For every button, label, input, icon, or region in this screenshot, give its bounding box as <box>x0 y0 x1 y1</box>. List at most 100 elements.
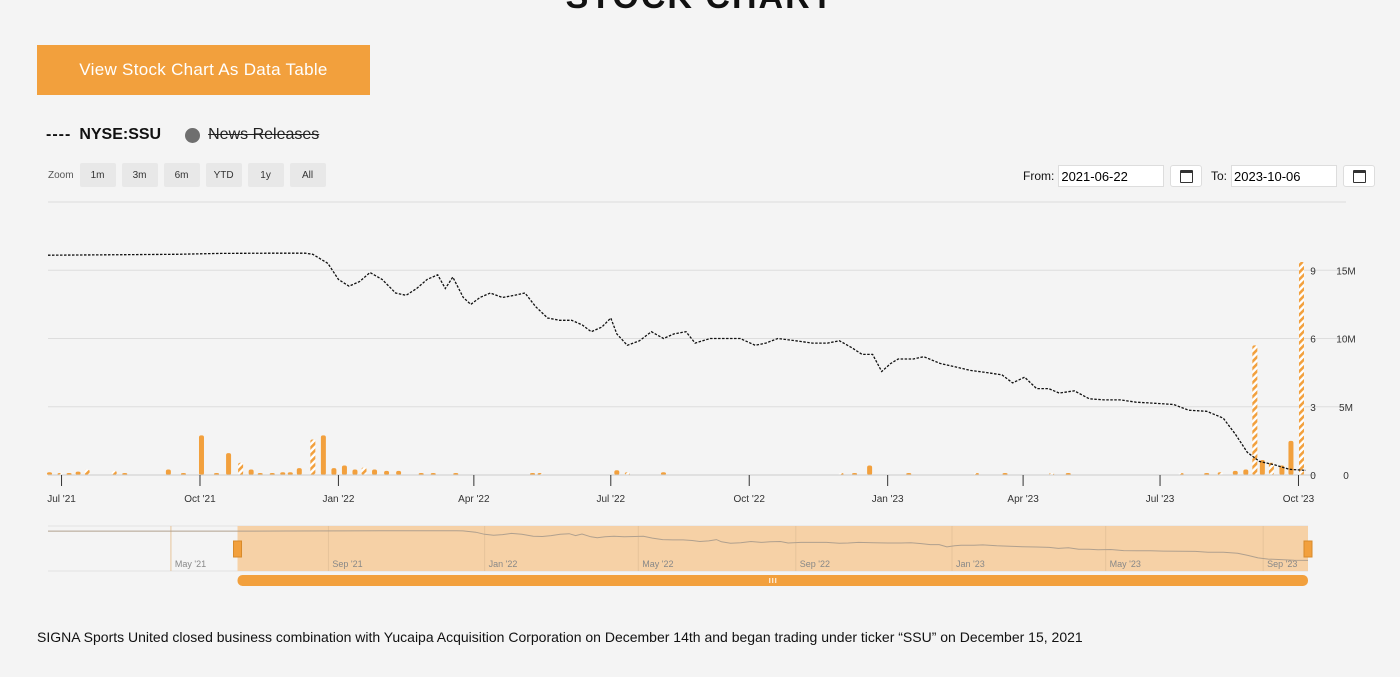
volume-bar <box>198 435 204 475</box>
page-title: STOCK CHART <box>0 0 1400 17</box>
volume-bar <box>75 471 81 475</box>
legend-news-label: News Releases <box>208 126 320 143</box>
volume-bar <box>226 453 232 475</box>
volume-bar <box>1217 472 1223 475</box>
legend-line-swatch: ---- <box>46 126 72 143</box>
zoom-all-button[interactable]: All <box>289 163 326 187</box>
volume-tick-label: 10M <box>1336 335 1355 346</box>
calendar-icon <box>1179 169 1193 183</box>
from-label: From: <box>1023 169 1055 183</box>
volume-bar <box>384 470 390 475</box>
from-calendar-button[interactable] <box>1170 165 1203 187</box>
x-tick-label: Jan '23 <box>872 494 904 505</box>
volume-bar <box>372 469 378 475</box>
volume-bar <box>352 469 358 475</box>
x-tick-label: Oct '22 <box>734 494 766 505</box>
navigator-tick-label: May '23 <box>1110 559 1141 569</box>
volume-bar <box>973 472 979 475</box>
volume-bar <box>280 472 286 475</box>
chart-legend: ---- NYSE:SSU News Releases <box>46 126 319 144</box>
volume-bar <box>430 472 436 475</box>
volume-bar <box>1243 469 1249 475</box>
view-data-table-button[interactable]: View Stock Chart As Data Table <box>37 45 370 95</box>
volume-bar <box>238 462 244 475</box>
zoom-1y-button[interactable]: 1y <box>247 163 284 187</box>
price-tick-label: 0 <box>1310 471 1316 482</box>
zoom-1m-button[interactable]: 1m <box>79 163 116 187</box>
zoom-3m-button[interactable]: 3m <box>121 163 158 187</box>
x-tick-label: Oct '23 <box>1283 494 1315 505</box>
volume-bar <box>396 470 402 475</box>
volume-bar <box>1259 459 1265 475</box>
zoom-6m-button[interactable]: 6m <box>163 163 200 187</box>
price-tick-label: 9 <box>1310 266 1316 277</box>
zoom-controls: Zoom 1m 3m 6m YTD 1y All <box>48 163 332 187</box>
legend-item-news[interactable]: News Releases <box>185 126 319 144</box>
x-tick-label: Jul '22 <box>596 494 625 505</box>
from-date-input[interactable] <box>1058 165 1165 187</box>
navigator-tick-label: Sep '22 <box>800 559 830 569</box>
volume-bar <box>341 465 347 475</box>
to-range: To: <box>1211 165 1376 187</box>
zoom-label: Zoom <box>48 169 74 181</box>
volume-bar <box>287 472 293 475</box>
volume-tick-label: 0 <box>1343 471 1349 482</box>
volume-bar <box>624 472 630 475</box>
from-range: From: <box>1023 165 1203 187</box>
volume-bar <box>1268 462 1274 475</box>
volume-bar <box>84 469 90 475</box>
volume-tick-label: 5M <box>1339 403 1353 414</box>
price-tick-label: 3 <box>1310 403 1316 414</box>
volume-bar <box>1232 470 1238 475</box>
navigator-left-handle[interactable] <box>233 540 243 558</box>
price-line <box>47 252 1307 472</box>
x-tick-label: Apr '23 <box>1007 494 1039 505</box>
navigator-tick-label: Sep '23 <box>1267 559 1297 569</box>
volume-bar <box>331 468 337 475</box>
to-date-input[interactable] <box>1231 165 1338 187</box>
navigator-tick-label: Jan '22 <box>489 559 518 569</box>
volume-bar <box>310 439 316 475</box>
volume-bar <box>1204 472 1210 475</box>
navigator-tick-label: Sep '21 <box>332 559 362 569</box>
x-tick-label: Apr '22 <box>458 494 490 505</box>
navigator-tick-label: May '21 <box>175 559 206 569</box>
to-label: To: <box>1211 169 1228 183</box>
volume-bar <box>269 472 275 475</box>
volume-bar <box>852 472 858 475</box>
navigator-line <box>48 530 1309 561</box>
volume-bar <box>1288 440 1294 475</box>
volume-bar <box>361 467 367 475</box>
legend-item-stock[interactable]: NYSE:SSU <box>79 126 162 143</box>
volume-bar <box>418 472 424 475</box>
volume-bar <box>296 468 302 475</box>
volume-bar <box>214 472 220 475</box>
volume-bar <box>248 469 254 475</box>
price-tick-label: 6 <box>1310 335 1316 346</box>
navigator-right-handle[interactable] <box>1303 540 1313 558</box>
volume-bar <box>867 465 873 475</box>
footnote: SIGNA Sports United closed business comb… <box>37 629 1083 645</box>
navigator-tick-label: May '22 <box>642 559 673 569</box>
volume-bar <box>614 470 620 475</box>
x-tick-label: Jan '22 <box>322 494 354 505</box>
to-calendar-button[interactable] <box>1343 165 1376 187</box>
volume-bar <box>47 472 53 475</box>
volume-tick-label: 15M <box>1336 266 1355 277</box>
x-tick-label: Jul '21 <box>47 494 76 505</box>
x-tick-label: Oct '21 <box>184 494 216 505</box>
volume-bar <box>320 435 326 475</box>
navigator-tick-label: Jan '23 <box>956 559 985 569</box>
volume-bar <box>66 472 72 475</box>
volume-bar <box>1298 262 1304 475</box>
volume-bar <box>1252 345 1258 475</box>
volume-bar <box>660 472 666 475</box>
volume-bar <box>111 470 117 475</box>
zoom-ytd-button[interactable]: YTD <box>205 163 242 187</box>
calendar-icon <box>1352 169 1366 183</box>
circle-icon <box>185 127 201 143</box>
volume-bar <box>165 469 171 475</box>
x-tick-label: Jul '23 <box>1146 494 1175 505</box>
volume-bar <box>257 472 263 475</box>
